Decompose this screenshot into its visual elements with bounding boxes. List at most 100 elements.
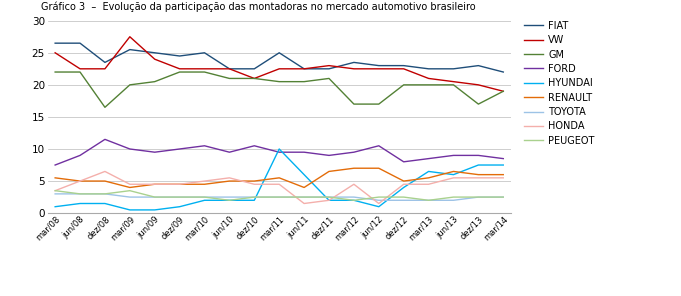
VW: [151, 57, 159, 61]
VW: [375, 67, 383, 70]
FIAT: [126, 48, 134, 51]
GM: [424, 83, 432, 87]
TOYOTA: [250, 195, 258, 199]
RENAULT: [51, 176, 59, 180]
RENAULT: [400, 179, 408, 183]
FORD: [151, 150, 159, 154]
FIAT: [225, 67, 234, 70]
GM: [275, 80, 283, 83]
VW: [225, 67, 234, 70]
Line: VW: VW: [55, 37, 503, 91]
HONDA: [275, 182, 283, 186]
PEUGEOT: [375, 195, 383, 199]
TOYOTA: [499, 195, 507, 199]
TOYOTA: [76, 192, 84, 196]
TOYOTA: [424, 199, 432, 202]
HYUNDAI: [51, 205, 59, 208]
FORD: [51, 163, 59, 167]
FIAT: [200, 51, 208, 54]
TOYOTA: [176, 195, 184, 199]
GM: [200, 70, 208, 74]
Line: HYUNDAI: HYUNDAI: [55, 149, 503, 210]
PEUGEOT: [200, 195, 208, 199]
FORD: [275, 150, 283, 154]
FORD: [76, 154, 84, 157]
Line: PEUGEOT: PEUGEOT: [55, 191, 503, 200]
HONDA: [101, 170, 109, 173]
TOYOTA: [300, 195, 308, 199]
RENAULT: [325, 170, 333, 173]
HYUNDAI: [449, 173, 458, 176]
VW: [300, 67, 308, 70]
FORD: [250, 144, 258, 147]
TOYOTA: [449, 199, 458, 202]
HONDA: [424, 182, 432, 186]
HONDA: [250, 182, 258, 186]
FIAT: [449, 67, 458, 70]
RENAULT: [424, 176, 432, 180]
VW: [400, 67, 408, 70]
RENAULT: [449, 170, 458, 173]
Line: FORD: FORD: [55, 139, 503, 165]
FORD: [350, 150, 358, 154]
RENAULT: [126, 186, 134, 189]
FIAT: [325, 67, 333, 70]
PEUGEOT: [225, 199, 234, 202]
GM: [325, 77, 333, 80]
FORD: [424, 157, 432, 160]
HYUNDAI: [151, 208, 159, 212]
RENAULT: [350, 166, 358, 170]
VW: [449, 80, 458, 83]
FORD: [176, 147, 184, 151]
HONDA: [151, 182, 159, 186]
GM: [51, 70, 59, 74]
HYUNDAI: [474, 163, 482, 167]
HONDA: [400, 182, 408, 186]
HYUNDAI: [101, 202, 109, 205]
RENAULT: [375, 166, 383, 170]
FIAT: [474, 64, 482, 67]
HYUNDAI: [350, 199, 358, 202]
HYUNDAI: [400, 186, 408, 189]
FORD: [449, 154, 458, 157]
VW: [76, 67, 84, 70]
GM: [76, 70, 84, 74]
VW: [51, 51, 59, 54]
PEUGEOT: [499, 195, 507, 199]
RENAULT: [499, 173, 507, 176]
HYUNDAI: [176, 205, 184, 208]
HONDA: [76, 179, 84, 183]
PEUGEOT: [400, 195, 408, 199]
TOYOTA: [200, 195, 208, 199]
VW: [350, 67, 358, 70]
FORD: [101, 138, 109, 141]
PEUGEOT: [176, 195, 184, 199]
HYUNDAI: [424, 170, 432, 173]
FIAT: [151, 51, 159, 54]
PEUGEOT: [76, 192, 84, 196]
FIAT: [176, 54, 184, 58]
HONDA: [200, 179, 208, 183]
HYUNDAI: [200, 199, 208, 202]
HONDA: [375, 202, 383, 205]
PEUGEOT: [250, 195, 258, 199]
RENAULT: [275, 176, 283, 180]
FORD: [300, 150, 308, 154]
FORD: [200, 144, 208, 147]
HONDA: [51, 189, 59, 192]
GM: [474, 102, 482, 106]
PEUGEOT: [126, 189, 134, 192]
GM: [101, 105, 109, 109]
VW: [424, 77, 432, 80]
FORD: [474, 154, 482, 157]
Line: TOYOTA: TOYOTA: [55, 194, 503, 200]
FORD: [375, 144, 383, 147]
PEUGEOT: [325, 195, 333, 199]
PEUGEOT: [275, 195, 283, 199]
PEUGEOT: [474, 195, 482, 199]
VW: [250, 77, 258, 80]
VW: [176, 67, 184, 70]
VW: [126, 35, 134, 38]
FIAT: [400, 64, 408, 67]
HONDA: [350, 182, 358, 186]
